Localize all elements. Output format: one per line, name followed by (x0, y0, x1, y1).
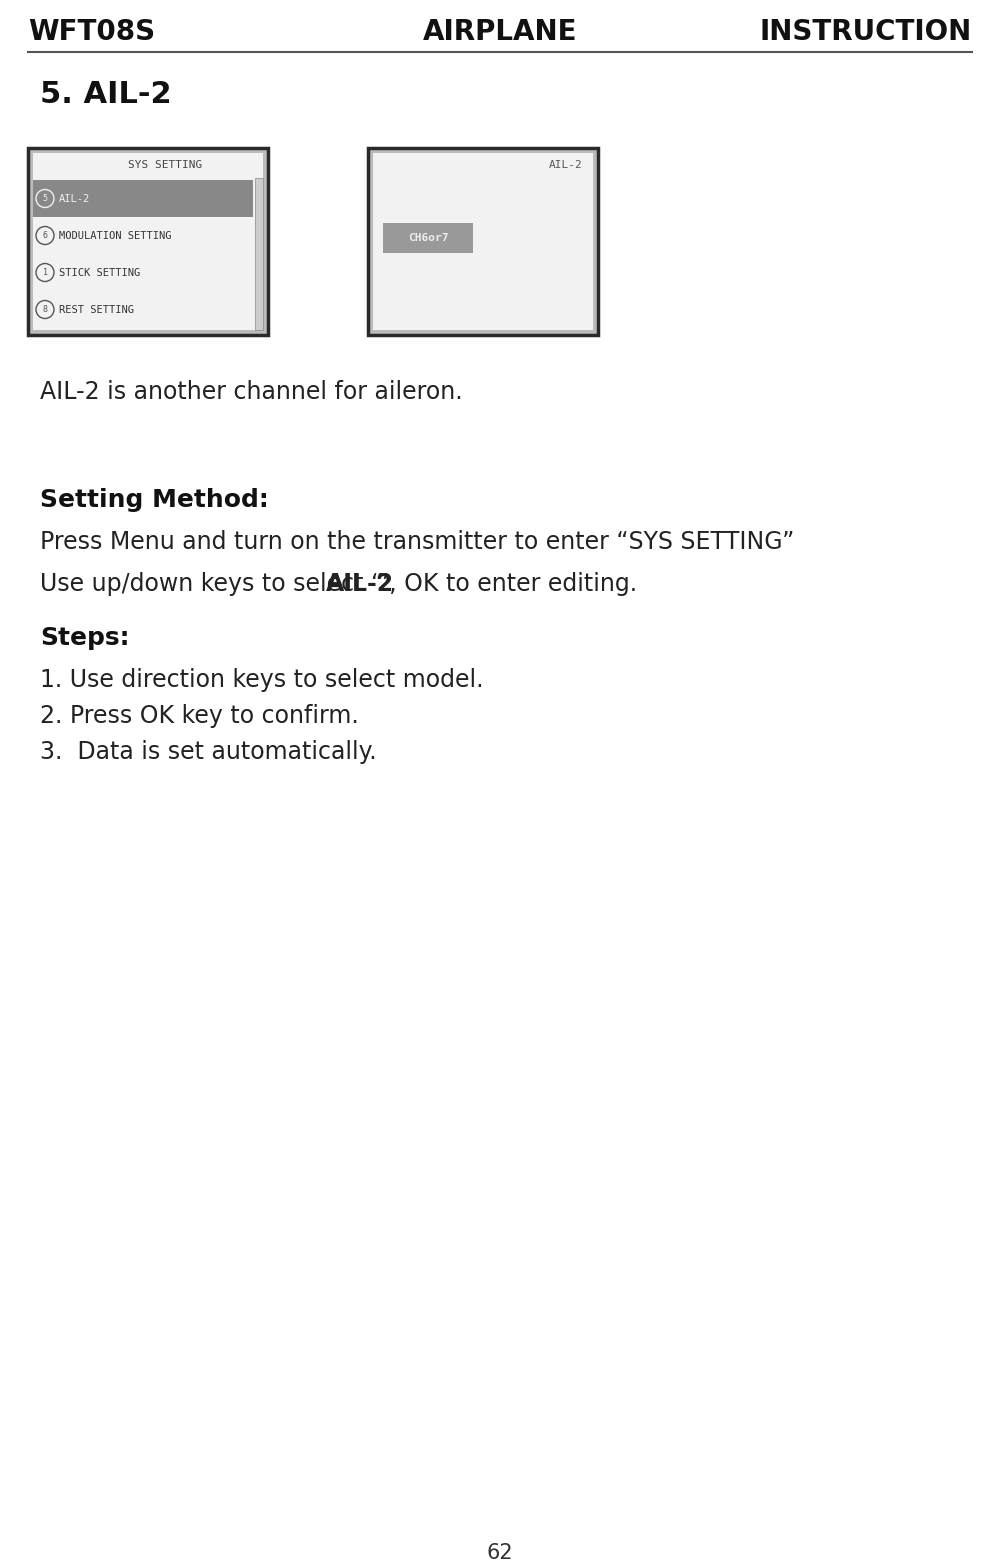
Text: AIRPLANE: AIRPLANE (423, 17, 577, 45)
Bar (383, 223, 473, 252)
Text: ”, OK to enter editing.: ”, OK to enter editing. (377, 572, 637, 596)
Text: 6: 6 (42, 230, 48, 240)
Text: 62: 62 (487, 1543, 513, 1563)
Text: SYS SETTING: SYS SETTING (128, 160, 203, 169)
Text: Steps:: Steps: (40, 626, 130, 651)
Text: AIL-2: AIL-2 (549, 160, 583, 169)
Text: INSTRUCTION: INSTRUCTION (760, 17, 972, 45)
Text: REST SETTING: REST SETTING (59, 304, 134, 315)
Text: 5: 5 (42, 194, 48, 202)
Text: 5. AIL-2: 5. AIL-2 (40, 80, 172, 110)
Bar (255, 179, 263, 329)
Text: AIL-2: AIL-2 (326, 572, 394, 596)
Text: 1. Use direction keys to select model.: 1. Use direction keys to select model. (40, 668, 484, 691)
Text: STICK SETTING: STICK SETTING (59, 268, 140, 278)
Text: CH6or7: CH6or7 (408, 234, 448, 243)
Bar (33, 180, 253, 216)
Text: 1: 1 (42, 268, 48, 278)
Text: Use up/down keys to select “: Use up/down keys to select “ (40, 572, 383, 596)
Text: MODULATION SETTING: MODULATION SETTING (59, 230, 172, 240)
Text: Press Menu and turn on the transmitter to enter “SYS SETTING”: Press Menu and turn on the transmitter t… (40, 530, 794, 554)
Bar (368, 147, 598, 336)
Bar (373, 154, 593, 329)
Text: 8: 8 (42, 306, 48, 314)
Text: Setting Method:: Setting Method: (40, 488, 269, 513)
Text: AIL-2 is another channel for aileron.: AIL-2 is another channel for aileron. (40, 379, 463, 405)
Text: AIL-2: AIL-2 (59, 193, 90, 204)
Bar (33, 154, 263, 329)
Text: 3.  Data is set automatically.: 3. Data is set automatically. (40, 740, 377, 764)
Text: WFT08S: WFT08S (28, 17, 155, 45)
Text: 2. Press OK key to confirm.: 2. Press OK key to confirm. (40, 704, 359, 728)
Bar (28, 147, 268, 336)
